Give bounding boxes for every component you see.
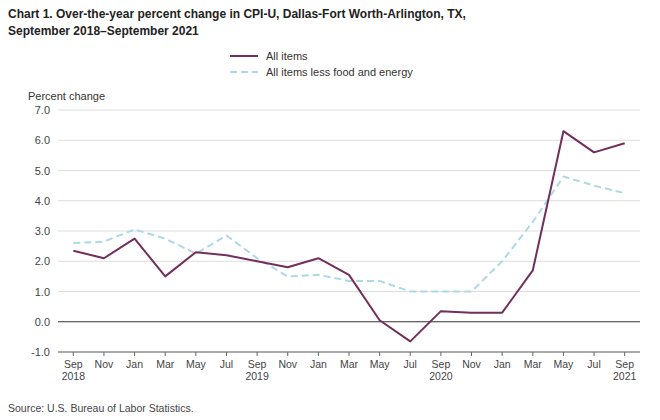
x-tick-label: Sep2019 xyxy=(245,358,269,382)
x-tick-label-line: Jan xyxy=(310,358,327,370)
x-tick-label: Jan xyxy=(310,358,327,370)
x-tick xyxy=(502,352,503,356)
series-line xyxy=(73,131,624,341)
x-tick-label: Jul xyxy=(404,358,417,370)
x-tick-label: Mar xyxy=(524,358,543,370)
x-tick-label-line: Sep xyxy=(432,358,451,370)
y-axis-label: Percent change xyxy=(28,90,105,102)
x-tick xyxy=(624,352,625,356)
x-tick-label: Sep2020 xyxy=(429,358,453,382)
subtitle: September 2018–September 2021 xyxy=(8,24,199,38)
y-tick-label: 5.0 xyxy=(35,165,50,177)
x-tick-label: Nov xyxy=(278,358,297,370)
x-tick-label-line: Jan xyxy=(126,358,143,370)
x-tick xyxy=(195,352,196,356)
legend-swatch xyxy=(230,71,258,73)
x-tick xyxy=(349,352,350,356)
x-tick-label-line: Sep xyxy=(64,358,83,370)
x-tick-label: Sep2021 xyxy=(613,358,637,382)
x-tick xyxy=(471,352,472,356)
plot-area xyxy=(73,131,624,341)
zero-line xyxy=(58,321,640,322)
x-tick-label: Jul xyxy=(220,358,233,370)
x-tick-label: May xyxy=(186,358,207,370)
x-tick xyxy=(165,352,166,356)
legend-label: All items less food and energy xyxy=(266,66,413,78)
y-tick-label: 7.0 xyxy=(35,104,50,116)
x-tick xyxy=(103,352,104,356)
y-tick-label: 6.0 xyxy=(35,134,50,146)
legend-swatch xyxy=(230,55,258,57)
y-tick-label: 0.0 xyxy=(35,316,50,328)
x-tick-label: Mar xyxy=(156,358,175,370)
x-tick-label: Nov xyxy=(462,358,481,370)
x-tick xyxy=(257,352,258,356)
x-tick-label: May xyxy=(370,358,391,370)
grid-line xyxy=(58,110,640,111)
x-tick-label: May xyxy=(553,358,574,370)
chart: Chart 1. Over-the-year percent change in… xyxy=(0,0,660,420)
x-tick-label-line: Mar xyxy=(340,358,359,370)
x-tick xyxy=(563,352,564,356)
source-note: Source: U.S. Bureau of Labor Statistics. xyxy=(8,402,194,414)
x-tick-label-line: 2021 xyxy=(613,370,637,382)
x-tick-label-line: 2020 xyxy=(429,370,453,382)
y-tick-label: -1.0 xyxy=(31,346,50,358)
x-tick-label: Mar xyxy=(340,358,359,370)
x-tick-label: Jan xyxy=(126,358,143,370)
x-tick-label-line: Nov xyxy=(462,358,481,370)
x-tick xyxy=(594,352,595,356)
x-tick-label: Jul xyxy=(587,358,600,370)
y-tick-label: 1.0 xyxy=(35,286,50,298)
x-tick-label-line: May xyxy=(186,358,207,370)
y-tick-label: 2.0 xyxy=(35,255,50,267)
y-tick-label: 3.0 xyxy=(35,225,50,237)
x-tick-label-line: Jul xyxy=(587,358,600,370)
x-tick-label-line: May xyxy=(553,358,574,370)
x-tick-label: Sep2018 xyxy=(62,358,86,382)
y-tick-label: 4.0 xyxy=(35,195,50,207)
x-tick xyxy=(440,352,441,356)
grid-line xyxy=(58,261,640,262)
x-tick-label-line: Mar xyxy=(524,358,543,370)
x-tick-label-line: Nov xyxy=(95,358,114,370)
x-tick-label-line: Jul xyxy=(220,358,233,370)
x-tick xyxy=(379,352,380,356)
x-tick xyxy=(226,352,227,356)
x-tick-label: Nov xyxy=(95,358,114,370)
x-tick-label-line: Nov xyxy=(278,358,297,370)
x-tick xyxy=(73,352,74,356)
legend-label: All items xyxy=(266,50,308,62)
x-tick xyxy=(318,352,319,356)
grid-line xyxy=(58,291,640,292)
x-tick xyxy=(532,352,533,356)
x-tick xyxy=(410,352,411,356)
grid-line xyxy=(58,200,640,201)
x-tick-label-line: Jul xyxy=(404,358,417,370)
x-tick xyxy=(134,352,135,356)
x-tick-label-line: 2018 xyxy=(62,370,86,382)
x-tick-label-line: 2019 xyxy=(245,370,269,382)
title: Chart 1. Over-the-year percent change in… xyxy=(8,7,466,21)
x-tick-label-line: Sep xyxy=(615,358,634,370)
x-tick-label-line: Sep xyxy=(248,358,267,370)
x-tick xyxy=(287,352,288,356)
grid-line xyxy=(58,231,640,232)
grid-line xyxy=(58,170,640,171)
x-tick-label: Jan xyxy=(494,358,511,370)
grid-line xyxy=(58,140,640,141)
x-tick-label-line: Jan xyxy=(494,358,511,370)
x-tick-label-line: Mar xyxy=(156,358,175,370)
x-tick-label-line: May xyxy=(370,358,391,370)
